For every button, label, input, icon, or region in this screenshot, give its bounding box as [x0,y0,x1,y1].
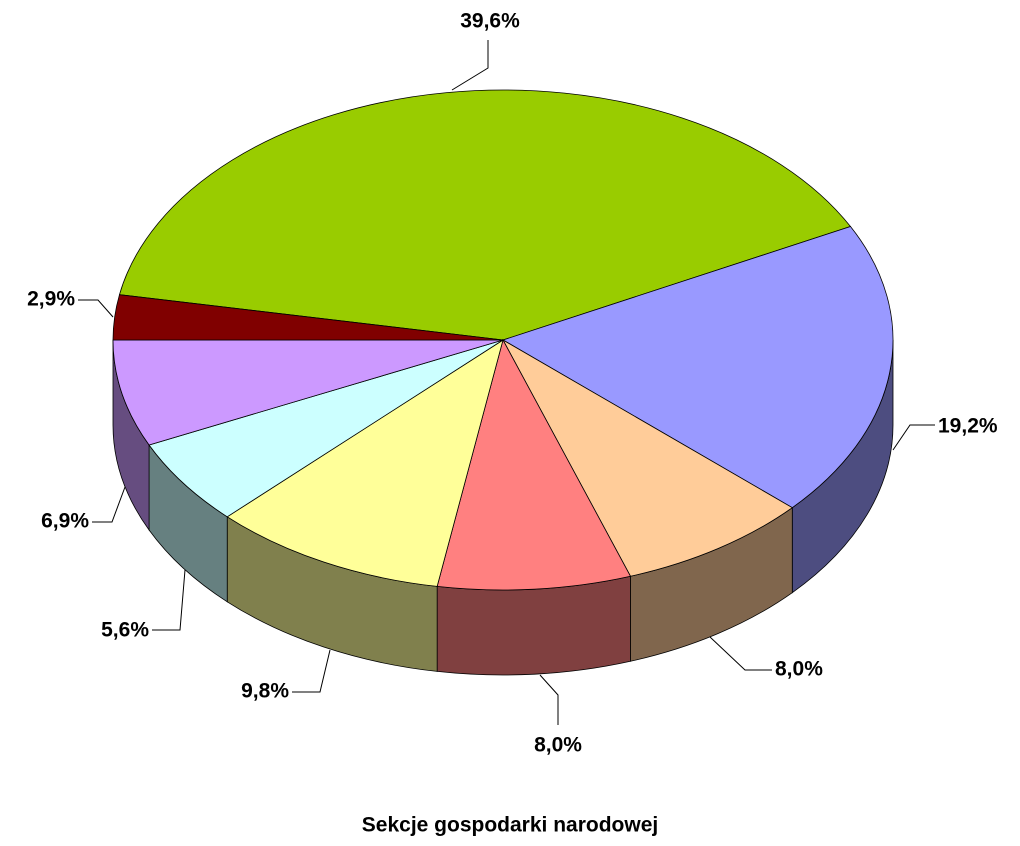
slice [118,89,852,341]
slice [112,294,504,341]
leader-line [892,424,935,451]
slice [436,338,632,591]
slice [226,339,504,587]
data-label: 6,9% [41,510,89,533]
leader-line [78,299,114,318]
slice-side [436,575,631,676]
data-label: 8,0% [775,658,823,681]
slice [112,339,504,446]
data-label: 19,2% [938,415,998,438]
leader-line [152,569,186,631]
chart-title: Sekcje gospodarki narodowej [362,814,658,837]
leader-line [292,649,331,693]
slice [501,338,794,577]
leader-line [92,486,126,523]
data-labels: 39,6% 19,2% 8,0% 8,0% 9,8% 5,6% 6,9% 2,9% [27,10,998,757]
slice [148,339,504,518]
leader-line [709,636,772,671]
data-label: 39,6% [460,10,520,33]
data-label: 9,8% [241,680,289,703]
pie-tops [112,89,894,591]
leader-line [539,674,559,725]
pie-sides [112,339,894,676]
data-label: 8,0% [534,734,582,757]
data-label: 5,6% [101,619,149,642]
data-label: 2,9% [27,288,75,311]
leader-line [451,40,489,91]
slice [502,226,894,509]
